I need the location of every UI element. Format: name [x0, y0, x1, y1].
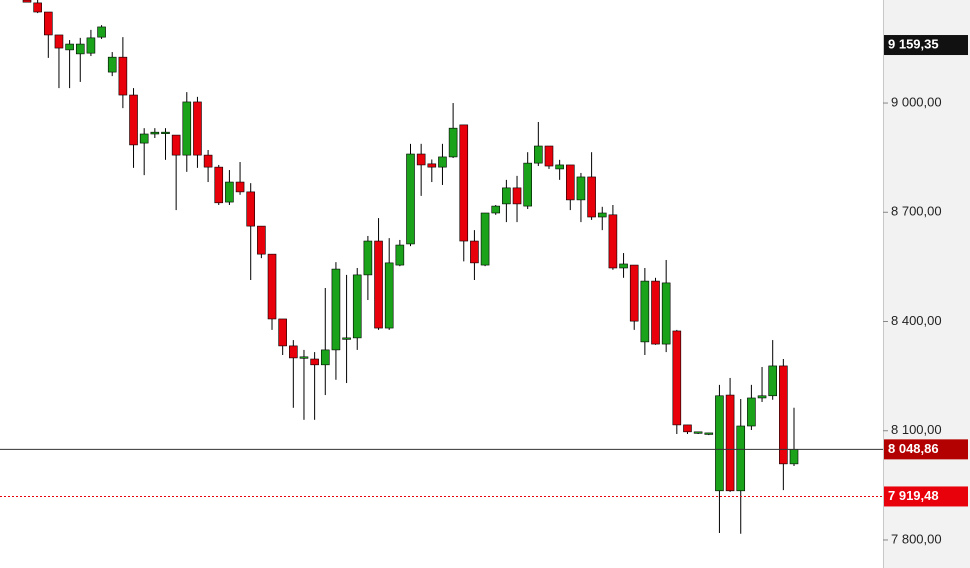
candle-body	[512, 187, 522, 205]
candle-body	[246, 191, 256, 227]
candle-body	[278, 318, 287, 347]
price-axis-panel	[883, 0, 970, 568]
candle-body	[736, 425, 746, 492]
candle-body	[44, 11, 53, 36]
candle-body	[661, 282, 671, 345]
candle-body	[161, 131, 170, 134]
candle-body	[502, 187, 511, 205]
candle-body	[203, 154, 213, 168]
candle-body	[182, 101, 192, 156]
candle-body	[534, 145, 543, 164]
candle-body	[75, 43, 85, 55]
candle-body	[225, 181, 234, 203]
candle-body	[118, 56, 128, 96]
price-marker-label: 9 159,35	[888, 36, 939, 51]
candle-body	[406, 153, 415, 245]
candle-body	[150, 131, 160, 135]
candle-body	[470, 240, 479, 264]
candle-body	[107, 56, 117, 73]
candle-body	[747, 397, 756, 427]
candle-body	[779, 365, 788, 465]
candle-body	[342, 337, 351, 340]
candle-body	[629, 264, 639, 322]
candle-body	[33, 2, 42, 13]
y-tick-label: 8 400,00	[891, 313, 942, 328]
candle-body	[448, 127, 458, 158]
candle-body	[395, 244, 405, 266]
candle-body	[725, 394, 735, 492]
candle-body	[597, 212, 607, 218]
candle-body	[384, 262, 394, 329]
candle-body	[214, 166, 224, 204]
candle-body	[267, 253, 277, 320]
candle-body	[171, 134, 181, 156]
y-tick-label: 9 000,00	[891, 94, 942, 109]
candle-body	[193, 101, 202, 156]
candle-body	[235, 181, 245, 193]
candle-body	[22, 0, 32, 3]
price-marker-label: 8 048,86	[888, 441, 939, 456]
candle-body	[86, 37, 96, 54]
candle-body	[693, 431, 703, 434]
candle-body	[544, 145, 554, 167]
candle-body	[480, 212, 490, 266]
price-marker-box	[884, 439, 968, 460]
candle-body	[523, 162, 532, 207]
candle-body	[65, 43, 74, 51]
candle-body	[416, 153, 426, 166]
candle-body	[565, 164, 575, 201]
candle-body	[374, 240, 383, 329]
candle-body	[54, 34, 64, 49]
y-tick-label: 8 700,00	[891, 204, 942, 219]
y-tick-label: 8 100,00	[891, 422, 942, 437]
price-marker-box	[884, 35, 968, 56]
candle-body	[491, 205, 501, 214]
candle-body	[587, 176, 596, 218]
price-marker-label: 7 919,48	[888, 488, 939, 503]
candle-body	[310, 358, 319, 366]
candle-body	[576, 176, 586, 201]
y-tick-label: 7 800,00	[891, 531, 942, 546]
candle-body	[640, 280, 650, 343]
candle-body	[757, 395, 767, 399]
price-marker-box	[884, 486, 968, 507]
candle-body	[352, 274, 362, 339]
candle-body	[555, 164, 564, 170]
candle-body	[789, 449, 799, 465]
candle-body	[608, 214, 618, 269]
candle-body	[619, 263, 628, 269]
candle-body	[289, 345, 298, 359]
candle-body	[97, 26, 106, 38]
candle-body	[704, 432, 714, 435]
candle-body	[438, 156, 447, 168]
candle-body	[129, 94, 138, 146]
candle-body	[320, 349, 330, 366]
candle-body	[768, 365, 777, 397]
candle-body	[331, 268, 341, 351]
candle-body	[363, 240, 373, 276]
candle-body	[459, 124, 469, 242]
candle-body	[683, 424, 692, 433]
candle-body	[299, 356, 309, 359]
candle-body	[427, 163, 437, 168]
candle-body	[139, 133, 149, 144]
candle-body	[672, 330, 682, 426]
candle-body	[715, 395, 724, 492]
candle-body	[257, 225, 266, 255]
candle-body	[651, 280, 660, 345]
